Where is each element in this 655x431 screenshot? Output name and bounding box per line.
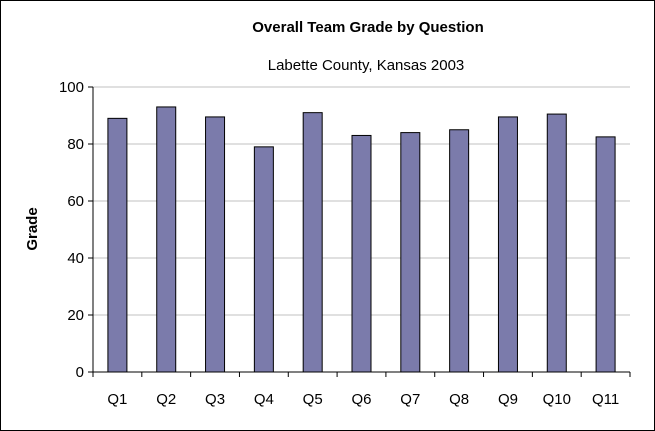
x-tick-label: Q6 bbox=[351, 391, 371, 408]
x-tick-label: Q5 bbox=[303, 391, 323, 408]
y-tick-label: 20 bbox=[67, 307, 84, 324]
x-tick-label: Q4 bbox=[254, 391, 274, 408]
x-tick-label: Q3 bbox=[205, 391, 225, 408]
y-tick-label: 0 bbox=[76, 364, 84, 381]
x-tick-label: Q9 bbox=[498, 391, 518, 408]
bar-q7 bbox=[400, 132, 421, 373]
chart-title: Overall Team Grade by Question bbox=[252, 19, 483, 36]
bar-q8 bbox=[449, 129, 470, 373]
y-axis-label: Grade bbox=[24, 207, 41, 250]
chart-subtitle: Labette County, Kansas 2003 bbox=[268, 57, 465, 74]
y-tick-label: 100 bbox=[59, 79, 84, 96]
x-tick-label: Q10 bbox=[543, 391, 571, 408]
x-tick-label: Q2 bbox=[156, 391, 176, 408]
x-tick-label: Q11 bbox=[592, 391, 619, 408]
bar-q11 bbox=[595, 136, 616, 373]
x-tick-label: Q8 bbox=[449, 391, 469, 408]
bar-q3 bbox=[205, 116, 226, 373]
bar-q6 bbox=[351, 134, 372, 373]
axes bbox=[88, 86, 631, 377]
y-tick-label: 80 bbox=[67, 136, 84, 153]
bar-q4 bbox=[253, 146, 274, 373]
bar-q10 bbox=[546, 113, 567, 373]
x-tick-labels: Q1 Q2 Q3 Q4 Q5 Q6 Q7 Q8 Q9 Q10 Q11 bbox=[107, 391, 619, 408]
bar-q5 bbox=[302, 112, 323, 373]
y-tick-label: 60 bbox=[67, 193, 84, 210]
bar-q9 bbox=[497, 116, 518, 373]
x-tick-label: Q1 bbox=[107, 391, 127, 408]
bars bbox=[107, 106, 616, 373]
bar-q1 bbox=[107, 117, 128, 373]
x-tick-label: Q7 bbox=[400, 391, 420, 408]
y-tick-labels: 0 20 40 60 80 100 bbox=[59, 79, 84, 381]
bar-q2 bbox=[156, 106, 177, 373]
y-tick-label: 40 bbox=[67, 250, 84, 267]
